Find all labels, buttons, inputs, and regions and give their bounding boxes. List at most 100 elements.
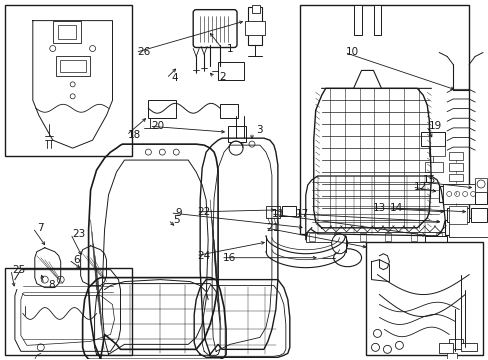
Bar	[444, 220, 488, 235]
Bar	[15, 289, 35, 306]
Circle shape	[70, 82, 75, 87]
Text: 26: 26	[137, 48, 150, 58]
Circle shape	[57, 276, 64, 283]
Bar	[435, 233, 441, 241]
Text: 24: 24	[197, 251, 210, 261]
Text: 12: 12	[413, 182, 426, 192]
Text: 7: 7	[38, 223, 44, 233]
Circle shape	[89, 45, 95, 51]
Bar	[448, 195, 462, 203]
Circle shape	[37, 344, 44, 351]
Text: 16: 16	[222, 253, 235, 263]
Bar	[448, 218, 488, 237]
Text: 25: 25	[12, 265, 25, 275]
Text: 23: 23	[72, 229, 85, 239]
Bar	[56, 57, 89, 76]
Bar	[448, 163, 462, 171]
Bar	[281, 206, 295, 216]
Circle shape	[70, 94, 75, 99]
Bar	[334, 233, 340, 241]
Text: 18: 18	[127, 130, 141, 140]
Bar	[428, 146, 444, 156]
Bar	[421, 132, 444, 146]
Text: 11: 11	[272, 209, 285, 219]
Text: 2: 2	[218, 72, 225, 82]
Text: 13: 13	[372, 203, 386, 213]
Bar	[359, 233, 365, 241]
Circle shape	[159, 149, 165, 155]
Bar	[5, 268, 132, 355]
Bar	[438, 186, 484, 202]
Text: 19: 19	[428, 121, 441, 131]
Bar	[474, 192, 486, 204]
Circle shape	[41, 276, 48, 283]
Text: 21: 21	[266, 223, 279, 233]
Text: 14: 14	[389, 203, 402, 213]
Text: 3: 3	[256, 125, 263, 135]
Bar	[305, 232, 444, 242]
Bar	[427, 250, 442, 262]
Circle shape	[145, 149, 151, 155]
FancyBboxPatch shape	[193, 10, 237, 48]
Bar	[365, 242, 482, 355]
Circle shape	[173, 149, 179, 155]
Bar	[448, 339, 462, 349]
Bar	[448, 174, 462, 181]
Bar	[447, 208, 468, 222]
Bar	[448, 206, 466, 224]
Text: 5: 5	[173, 215, 179, 225]
Circle shape	[228, 141, 243, 155]
Circle shape	[371, 343, 379, 351]
Bar	[385, 233, 390, 241]
Text: 17: 17	[296, 209, 309, 219]
Circle shape	[469, 192, 475, 197]
Bar	[447, 353, 456, 359]
Circle shape	[462, 192, 467, 197]
Bar	[353, 5, 361, 35]
Circle shape	[454, 192, 459, 197]
Bar	[425, 236, 447, 250]
Circle shape	[383, 345, 390, 353]
Bar	[373, 5, 381, 35]
Text: 8: 8	[48, 280, 55, 289]
Bar	[442, 184, 480, 204]
Bar	[460, 343, 476, 351]
Bar	[410, 233, 416, 241]
Text: 10: 10	[346, 48, 358, 58]
Bar	[60, 60, 85, 72]
Bar	[218, 62, 244, 80]
Text: 4: 4	[171, 73, 177, 84]
Ellipse shape	[331, 234, 347, 254]
Circle shape	[446, 192, 451, 197]
Bar	[148, 100, 176, 118]
Bar	[308, 233, 314, 241]
Text: 15: 15	[422, 175, 435, 185]
Text: 9: 9	[175, 208, 181, 218]
Bar	[17, 315, 33, 325]
Bar	[438, 343, 452, 353]
Bar	[474, 182, 486, 192]
Bar	[251, 5, 260, 13]
Circle shape	[395, 341, 403, 349]
Bar	[220, 104, 238, 118]
Bar	[5, 5, 132, 156]
Bar	[53, 21, 81, 42]
Bar	[227, 126, 245, 142]
Text: 1: 1	[226, 44, 233, 54]
Bar	[265, 206, 279, 218]
Bar	[448, 152, 462, 160]
Bar	[470, 208, 486, 222]
Bar	[244, 21, 264, 35]
Circle shape	[373, 329, 381, 337]
Text: 22: 22	[197, 207, 210, 217]
Circle shape	[476, 180, 484, 188]
Bar	[425, 162, 442, 172]
Text: 20: 20	[150, 121, 163, 131]
Circle shape	[237, 141, 243, 147]
Bar	[247, 7, 262, 45]
Bar	[474, 178, 486, 192]
Circle shape	[50, 45, 56, 51]
Text: 6: 6	[73, 255, 80, 265]
Ellipse shape	[333, 249, 361, 267]
Bar	[58, 24, 76, 39]
